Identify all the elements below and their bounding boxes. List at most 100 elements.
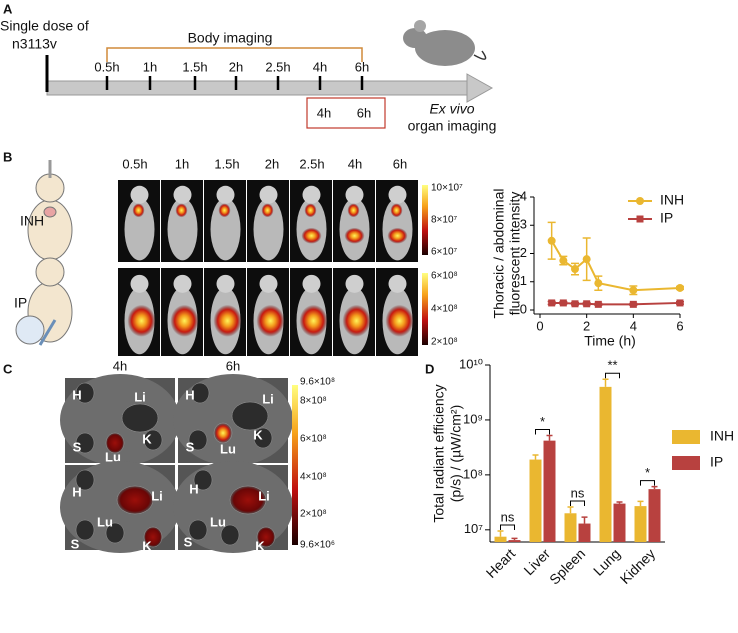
panel-label: B: [3, 149, 12, 164]
error-bar: [602, 378, 609, 387]
organ-label: Lu: [220, 441, 236, 456]
bar: [543, 440, 556, 542]
time-label: 2h: [265, 156, 279, 171]
signal: [385, 304, 414, 337]
y-tick-label: 10⁸: [463, 466, 483, 481]
colorbar-label: 4×10⁸: [431, 304, 458, 315]
significance-label: **: [607, 358, 617, 373]
legend-marker: [636, 215, 644, 223]
error-bar: [511, 537, 518, 541]
colorbar: [292, 385, 298, 545]
colorbar-label: 9.6×10⁶: [300, 540, 335, 551]
organ: [75, 469, 95, 491]
signal: [301, 227, 322, 244]
y-tick-label: 1: [520, 273, 527, 288]
signal: [342, 304, 371, 337]
legend-swatch: [672, 456, 700, 470]
organ: [75, 382, 95, 404]
significance-bracket: [605, 372, 620, 379]
mouse-head: [130, 185, 149, 204]
significance-bracket: [640, 480, 655, 486]
timeline-bar: [46, 80, 468, 96]
error-bar: [581, 516, 588, 524]
signal: [218, 203, 231, 218]
organ-label: K: [253, 427, 263, 442]
organ-label: K: [142, 431, 152, 446]
marker: [594, 300, 602, 308]
marker: [594, 279, 603, 288]
organ: [253, 427, 273, 449]
legend-label: IP: [710, 454, 723, 470]
y-tick-label: 10⁷: [464, 521, 483, 536]
time-label: 1.5h: [182, 59, 207, 74]
significance-bracket: [500, 524, 515, 531]
colorbar: [422, 185, 428, 255]
marker: [676, 283, 684, 292]
time-label: 1.5h: [214, 156, 239, 171]
mouse-head: [216, 274, 235, 293]
legend-label: INH: [710, 428, 734, 444]
series-line: [551, 301, 681, 306]
organ-label: S: [73, 439, 82, 454]
x-tick-label: 0: [536, 318, 543, 333]
organ-label: H: [189, 481, 198, 496]
ex-vivo-box: [306, 97, 386, 129]
organ: [193, 469, 213, 491]
colorbar-label: 2×10⁸: [300, 509, 327, 520]
y-axis-label: Total radiant efficiency: [431, 384, 447, 522]
error-bar: [546, 434, 553, 441]
colorbar: [422, 273, 428, 345]
organ: [116, 485, 154, 515]
error-bar: [651, 485, 658, 490]
mouse-head: [345, 274, 364, 293]
organ: [220, 524, 240, 546]
time-label: 6h: [226, 358, 240, 373]
marker: [629, 286, 638, 295]
organ-label: H: [72, 387, 81, 402]
mouse-silhouette: [167, 198, 198, 261]
mouse-head: [259, 185, 278, 204]
marker: [583, 300, 591, 308]
signal: [387, 227, 408, 244]
legend-marker: [636, 197, 644, 205]
signal: [304, 203, 317, 218]
mouse-head: [388, 185, 407, 204]
time-label: 6h: [393, 156, 407, 171]
organ: [143, 526, 163, 548]
organ-label: S: [71, 536, 80, 551]
x-axis-label: Time (h): [584, 333, 636, 349]
x-tick-label: 2: [583, 318, 590, 333]
group-label: INH: [20, 213, 44, 229]
bar: [634, 506, 647, 542]
y-tick-label: 10⁹: [463, 411, 483, 426]
organ-label: Lu: [97, 514, 113, 529]
organ-label: H: [185, 387, 194, 402]
signal: [261, 203, 274, 218]
marker: [559, 256, 568, 265]
organ: [188, 519, 208, 541]
mouse-icon: [403, 20, 487, 66]
bar: [508, 540, 521, 542]
timeline-arrow: [466, 73, 494, 103]
significance-label: ns: [571, 485, 585, 500]
y-axis-label: fluorescent intensity: [507, 192, 523, 316]
organ-label: Lu: [105, 449, 121, 464]
organ: [105, 432, 125, 454]
signal: [175, 203, 188, 218]
organ-label: Li: [262, 391, 274, 406]
organ-label: Li: [151, 488, 163, 503]
error-bar: [637, 500, 644, 507]
bracket-label: Body imaging: [188, 30, 273, 46]
mouse-cartoon-ip: [15, 257, 73, 346]
organ: [75, 432, 95, 454]
y-axis-label: Thoracic / abdominal: [491, 189, 507, 319]
mouse-silhouette: [124, 198, 155, 261]
ex-vivo-text: Ex vivo: [429, 101, 474, 117]
x-tick-label: Spleen: [546, 545, 588, 587]
signal: [213, 304, 242, 337]
organ-label: Lu: [210, 514, 226, 529]
signal: [344, 227, 365, 244]
legend-swatch: [672, 430, 700, 444]
bar: [599, 386, 612, 542]
